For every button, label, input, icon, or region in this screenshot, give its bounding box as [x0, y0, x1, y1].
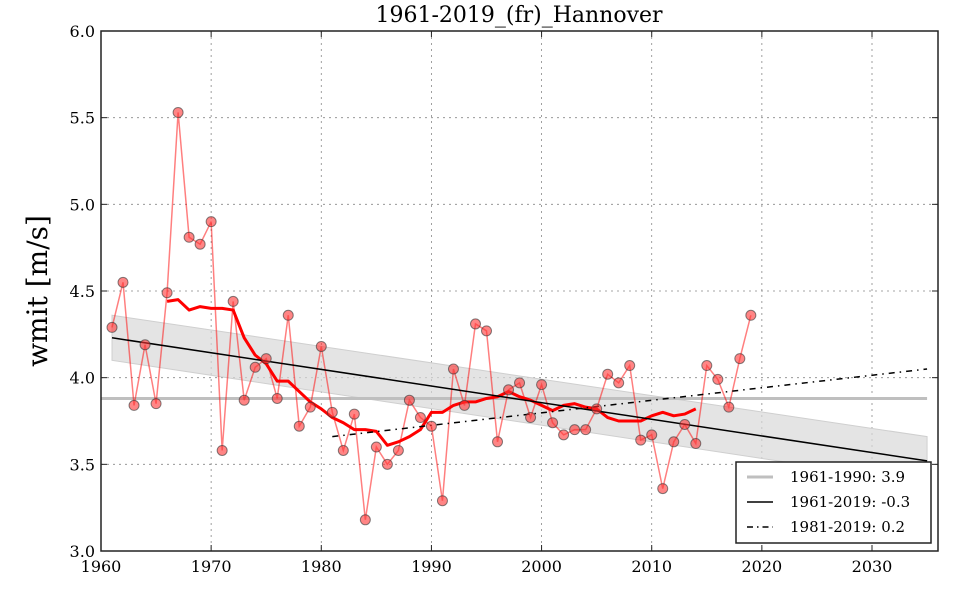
y-tick-label: 5.5: [70, 109, 95, 128]
data-point: [106, 321, 118, 333]
data-point: [238, 394, 250, 406]
x-tick-label: 1960: [81, 557, 122, 576]
data-point: [503, 384, 515, 396]
data-point: [205, 216, 217, 228]
x-tick-label: 2030: [852, 557, 893, 576]
data-point: [117, 276, 129, 288]
x-tick-label: 1990: [411, 557, 452, 576]
data-point: [436, 495, 448, 507]
data-point: [172, 106, 184, 118]
x-tick-label: 1970: [191, 557, 232, 576]
data-point: [679, 418, 691, 430]
data-point: [458, 399, 470, 411]
data-point: [734, 353, 746, 365]
data-point: [381, 458, 393, 470]
legend-label-baseline: 1961-1990: 3.9: [790, 468, 905, 486]
data-point: [745, 309, 757, 321]
points-layer: [106, 106, 757, 526]
data-point: [701, 360, 713, 372]
data-point: [216, 444, 228, 456]
data-point: [282, 309, 294, 321]
y-tick-label: 6.0: [70, 22, 95, 41]
data-point: [492, 436, 504, 448]
x-tick-label: 2000: [521, 557, 562, 576]
data-point: [326, 406, 338, 418]
legend-label-trend: 1961-2019: -0.3: [790, 493, 910, 511]
data-point: [657, 483, 669, 495]
data-point: [293, 420, 305, 432]
data-point: [161, 287, 173, 299]
trend-line-1961-2019: [111, 337, 928, 462]
data-point: [271, 392, 283, 404]
data-point: [403, 394, 415, 406]
moving-average-line: [166, 298, 697, 447]
data-point: [194, 238, 206, 250]
y-tick-label: 4.0: [70, 369, 95, 388]
data-point: [150, 398, 162, 410]
data-point: [569, 424, 581, 436]
y-tick-label: 3.0: [70, 542, 95, 561]
data-point: [370, 441, 382, 453]
x-tick-label: 2020: [741, 557, 782, 576]
data-point: [580, 424, 592, 436]
chart-title: 1961-2019_(fr)_Hannover: [375, 3, 663, 28]
data-point: [613, 377, 625, 389]
x-tick-label: 2010: [631, 557, 672, 576]
data-point: [447, 363, 459, 375]
axis-ticks: 1960 1970 1980 1990 2000 2010 2020 2030 3.0 3.5 4.…: [70, 22, 938, 576]
data-point: [591, 403, 603, 415]
data-point: [348, 408, 360, 420]
data-point: [712, 373, 724, 385]
data-point: [624, 360, 636, 372]
data-point: [315, 340, 327, 352]
data-point: [469, 318, 481, 330]
y-tick-label: 3.5: [70, 455, 95, 474]
data-point: [668, 436, 680, 448]
data-point: [183, 231, 195, 243]
data-point: [249, 361, 261, 373]
y-tick-label: 4.5: [70, 282, 95, 301]
data-point: [690, 438, 702, 450]
data-point: [359, 514, 371, 526]
data-point: [227, 295, 239, 307]
data-point: [414, 412, 426, 424]
y-axis-label: wmit [m/s]: [21, 215, 54, 367]
data-point: [525, 412, 537, 424]
data-point: [128, 399, 140, 411]
data-point: [304, 401, 316, 413]
y-tick-label: 5.0: [70, 195, 95, 214]
data-point: [260, 353, 272, 365]
data-point: [425, 420, 437, 432]
x-tick-label: 1980: [301, 557, 342, 576]
data-point: [337, 444, 349, 456]
data-point: [646, 429, 658, 441]
data-point: [392, 444, 404, 456]
data-point: [514, 377, 526, 389]
data-point: [547, 417, 559, 429]
data-point: [139, 339, 151, 351]
data-point: [635, 434, 647, 446]
legend: 1961-1990: 3.9 1961-2019: -0.3 1981-2019…: [735, 461, 932, 544]
data-point: [602, 368, 614, 380]
data-point: [558, 429, 570, 441]
legend-label-recent-trend: 1981-2019: 0.2: [790, 518, 905, 536]
data-point: [723, 401, 735, 413]
data-point: [481, 325, 492, 337]
data-point: [536, 379, 548, 391]
